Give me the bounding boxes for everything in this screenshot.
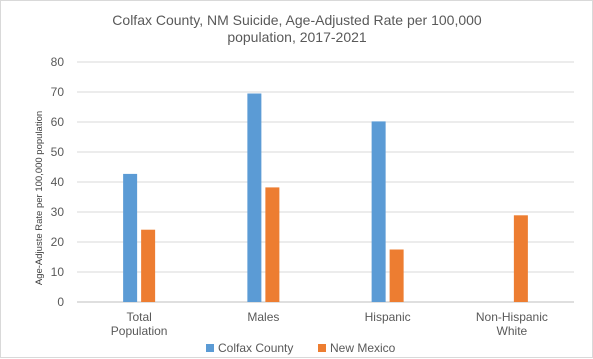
legend-label: Colfax County [218,341,293,355]
legend-swatch-colfax-county [206,344,214,352]
y-tick-label: 0 [57,295,64,309]
x-category-label: Total [126,310,151,324]
x-category-label: White [497,324,528,338]
y-tick-label: 10 [51,265,65,279]
legend: Colfax County New Mexico [206,341,396,355]
y-tick-label: 40 [51,175,65,189]
chart-title: Colfax County, NM Suicide, Age-Adjusted … [112,12,482,45]
x-category-label: Hispanic [365,310,411,324]
y-tick-label: 80 [51,55,65,69]
y-tick-label: 30 [51,205,65,219]
legend-swatch-new-mexico [318,344,326,352]
y-tick-label: 60 [51,115,65,129]
bar-new-mexico-1 [265,187,280,302]
bars [123,93,528,303]
y-tick-label: 70 [51,85,65,99]
chart-title-line-2: population, 2017-2021 [227,29,367,45]
y-axis-ticks: 0 10 20 30 40 50 60 70 80 [51,55,65,309]
bar-new-mexico-0 [141,229,156,302]
x-category-label: Non-Hispanic [476,310,548,324]
gridlines [77,61,574,303]
bar-colfax-county-1 [247,93,262,302]
bar-new-mexico-3 [513,215,528,302]
x-category-label: Males [247,310,279,324]
bar-colfax-county-0 [123,173,138,302]
y-tick-label: 50 [51,145,65,159]
chart-title-line-1: Colfax County, NM Suicide, Age-Adjusted … [112,12,482,28]
x-category-label: Population [111,324,168,338]
bar-new-mexico-2 [389,249,404,302]
legend-label: New Mexico [330,341,396,355]
y-tick-label: 20 [51,235,65,249]
bar-colfax-county-2 [371,121,386,303]
y-axis-label: Age-Adjuste Rate per 100,000 population [34,111,45,285]
